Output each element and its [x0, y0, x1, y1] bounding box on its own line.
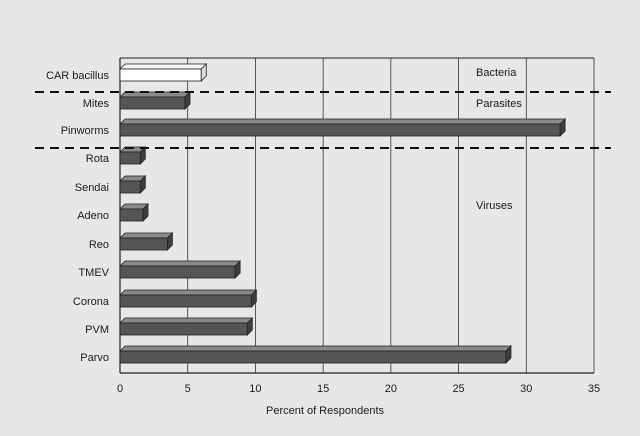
x-tick-labels: 0 5 10 15 20 25 30 35 [117, 383, 600, 395]
category-label: Corona [73, 296, 110, 308]
bar-top-face [119, 317, 254, 324]
bar-end-face [505, 345, 512, 364]
x-tick-label: 10 [249, 383, 261, 395]
grid-lines [187, 58, 595, 373]
bar-top-face [119, 345, 512, 352]
bar-front-face [119, 237, 168, 251]
category-label: Pinworms [61, 125, 110, 137]
group-dividers [35, 91, 611, 149]
bar-front-face [119, 180, 141, 194]
category-label: Sendai [75, 182, 109, 194]
bar-end-face [246, 317, 253, 336]
bar-end-face [250, 289, 257, 308]
bar-end-face [139, 175, 146, 194]
bar-top-face [119, 289, 258, 296]
x-tick-label: 0 [117, 383, 123, 395]
bar-adeno [119, 203, 149, 222]
bar-pvm [119, 317, 254, 336]
category-labels: CAR bacillus Mites Pinworms Rota Sendai Adeno… [46, 70, 110, 364]
bar-end-face [184, 91, 191, 110]
x-tick-label: 5 [185, 383, 191, 395]
bar-end-face [559, 118, 566, 137]
bar-top-face [119, 118, 567, 125]
x-tick-label: 15 [317, 383, 329, 395]
group-labels: Bacteria Parasites Viruses [476, 67, 522, 212]
bar-front-face [119, 96, 186, 110]
bar-front-face [119, 208, 144, 222]
bar-front-face [119, 265, 236, 279]
bar-series [119, 63, 567, 364]
x-tick-label: 30 [520, 383, 532, 395]
x-tick-label: 35 [588, 383, 600, 395]
x-tick-label: 25 [452, 383, 464, 395]
x-axis-label: Percent of Respondents [266, 405, 385, 417]
bar-tmev [119, 260, 242, 279]
group-label-viruses: Viruses [476, 200, 513, 212]
bar-rota [119, 146, 147, 165]
category-label: PVM [85, 324, 109, 336]
bar-front-face [119, 151, 141, 165]
category-label: Parvo [80, 352, 109, 364]
bar-front-face [119, 68, 202, 82]
group-label-bacteria: Bacteria [476, 67, 517, 79]
bar-front-face [119, 322, 248, 336]
bar-front-face [119, 294, 252, 308]
bar-top-face [119, 232, 174, 239]
bar-end-face [200, 63, 207, 82]
category-label: Rota [86, 153, 110, 165]
group-label-parasites: Parasites [476, 98, 522, 110]
bar-end-face [234, 260, 241, 279]
category-label: Mites [83, 98, 110, 110]
x-tick-label: 20 [385, 383, 397, 395]
bar-corona [119, 289, 258, 308]
bar-reo [119, 232, 174, 251]
bar-car-bacillus [119, 63, 208, 82]
bar-front-face [119, 350, 507, 364]
bar-end-face [142, 203, 149, 222]
bar-front-face [119, 123, 561, 137]
bar-sendai [119, 175, 147, 194]
bar-parvo [119, 345, 512, 364]
bar-pinworms [119, 118, 567, 137]
category-label: Reo [89, 239, 109, 251]
bar-top-face [119, 63, 208, 70]
bar-end-face [166, 232, 173, 251]
category-label: TMEV [78, 267, 109, 279]
bar-mites [119, 91, 191, 110]
category-label: CAR bacillus [46, 70, 109, 82]
category-label: Adeno [77, 210, 109, 222]
bar-top-face [119, 260, 242, 267]
